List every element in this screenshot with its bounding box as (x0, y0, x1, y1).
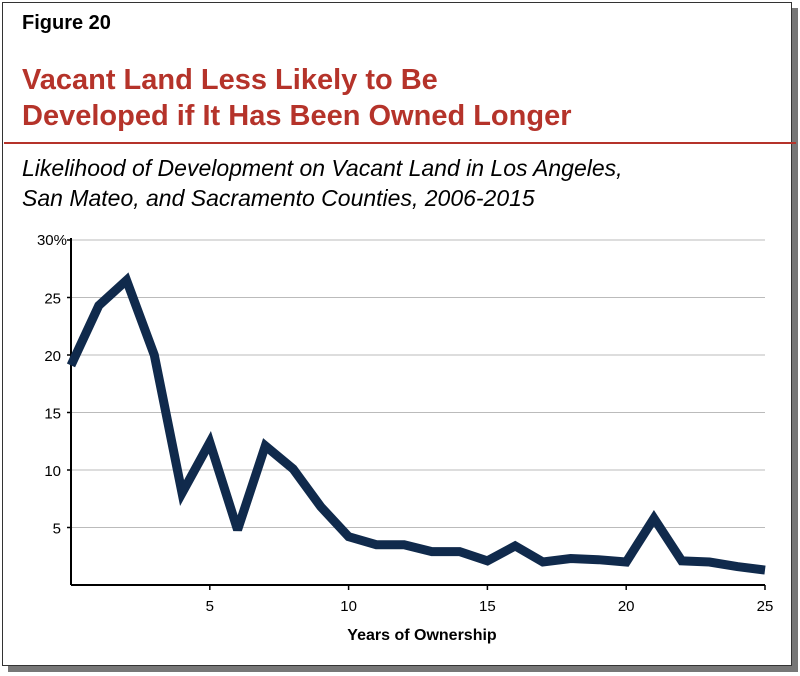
x-axis-label: Years of Ownership (347, 627, 497, 644)
y-tick-label: 15 (44, 406, 61, 423)
data-line (66, 272, 766, 575)
y-tick-label: 25 (44, 291, 61, 308)
title-line-2: Developed if It Has Been Owned Longer (22, 100, 572, 132)
figure-frame (2, 2, 792, 666)
y-tick-label: 10 (44, 463, 61, 480)
figure-label: Figure 20 (22, 12, 111, 34)
subtitle-line-1: Likelihood of Development on Vacant Land… (22, 155, 623, 181)
title-rule (4, 142, 796, 144)
figure-title: Vacant Land Less Likely to Be Developed … (22, 62, 572, 134)
y-tick-label: 20 (44, 348, 61, 365)
y-tick-label: 5 (53, 521, 61, 538)
x-tick-label: 20 (618, 598, 635, 615)
title-line-1: Vacant Land Less Likely to Be (22, 64, 438, 96)
subtitle-line-2: San Mateo, and Sacramento Counties, 2006… (22, 185, 535, 211)
x-tick-label: 10 (340, 598, 357, 615)
x-tick-label: 15 (479, 598, 496, 615)
chart-subtitle: Likelihood of Development on Vacant Land… (22, 153, 623, 213)
x-tick-label: 25 (757, 598, 774, 615)
x-tick-label: 5 (206, 598, 214, 615)
y-tick-label: 30% (37, 232, 67, 249)
